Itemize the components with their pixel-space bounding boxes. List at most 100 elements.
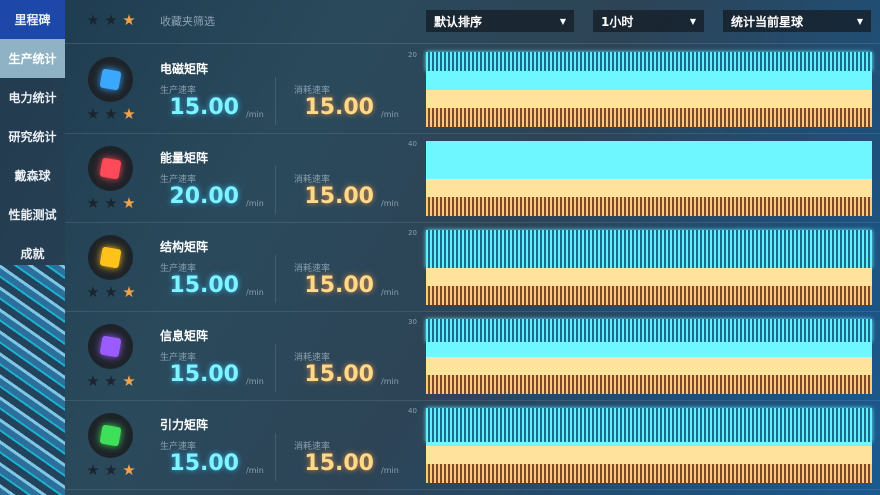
favorite-filter-stars: ★ ★ ★	[85, 12, 137, 28]
sidebar-item-performance[interactable]: 性能测试	[8, 208, 57, 222]
star-icon[interactable]: ★	[86, 194, 100, 212]
rate-chart	[426, 408, 872, 483]
consumption-unit: /min	[381, 199, 399, 208]
sidebar-item-milestones[interactable]: 里程碑	[0, 0, 65, 39]
favorite-stars: ★ ★ ★	[85, 373, 137, 389]
consumption-band	[426, 464, 872, 483]
star-icon[interactable]: ★	[122, 105, 136, 123]
matrix-cube-icon	[99, 424, 122, 447]
chart-y-max: 40	[408, 407, 417, 415]
consumption-band	[426, 445, 872, 465]
consumption-label: 消耗速率	[294, 264, 331, 274]
star-icon[interactable]: ★	[122, 11, 136, 29]
production-band	[426, 408, 872, 442]
star-icon[interactable]: ★	[104, 372, 118, 390]
production-band	[426, 141, 872, 179]
production-unit: /min	[246, 377, 264, 386]
production-unit: /min	[246, 110, 264, 119]
divider	[275, 255, 276, 303]
consumption-rate: 15.00	[304, 362, 374, 387]
item-row: ★ ★ ★ 信息矩阵 生产速率 15.00 /min 消耗速率 15.00 /min…	[65, 312, 880, 401]
header: ★ ★ ★ 收藏夹筛选 默认排序 ▼ 1小时 ▼ 统计当前星球 ▼	[65, 0, 880, 44]
factory-thumbnail	[0, 265, 65, 495]
production-label: 生产速率	[160, 264, 197, 274]
matrix-cube-icon	[99, 246, 122, 269]
chart-y-max: 20	[408, 229, 417, 237]
rate-chart	[426, 319, 872, 394]
consumption-label: 消耗速率	[294, 353, 331, 363]
production-band	[426, 52, 872, 71]
star-icon[interactable]: ★	[122, 194, 136, 212]
consumption-band	[426, 356, 872, 376]
production-band	[426, 70, 872, 90]
star-icon[interactable]: ★	[86, 283, 100, 301]
consumption-band	[426, 108, 872, 127]
consumption-rate: 15.00	[304, 184, 374, 209]
production-label: 生产速率	[160, 353, 197, 363]
star-icon[interactable]: ★	[86, 11, 100, 29]
scope-dropdown[interactable]: 统计当前星球 ▼	[723, 10, 871, 32]
production-band	[426, 341, 872, 357]
consumption-unit: /min	[381, 466, 399, 475]
consumption-label: 消耗速率	[294, 175, 331, 185]
star-icon[interactable]: ★	[122, 283, 136, 301]
consumption-unit: /min	[381, 288, 399, 297]
production-rate: 15.00	[169, 362, 239, 387]
production-rate: 15.00	[169, 273, 239, 298]
production-label: 生产速率	[160, 86, 197, 96]
chevron-down-icon: ▼	[856, 16, 863, 26]
item-name: 能量矩阵	[160, 151, 209, 165]
favorite-stars: ★ ★ ★	[85, 284, 137, 300]
matrix-cube-icon	[99, 157, 122, 180]
star-icon[interactable]: ★	[86, 372, 100, 390]
star-icon[interactable]: ★	[122, 372, 136, 390]
period-value: 1小时	[601, 14, 634, 29]
scope-value: 统计当前星球	[731, 14, 804, 29]
divider	[275, 77, 276, 125]
star-icon[interactable]: ★	[86, 105, 100, 123]
sidebar: 里程碑 生产统计 电力统计 研究统计 戴森球 性能测试 成就	[0, 0, 65, 495]
item-icon-frame	[88, 146, 133, 191]
production-unit: /min	[246, 466, 264, 475]
favorite-stars: ★ ★ ★	[85, 195, 137, 211]
production-unit: /min	[246, 199, 264, 208]
chart-y-max: 30	[408, 318, 417, 326]
sort-value: 默认排序	[434, 14, 483, 29]
star-icon[interactable]: ★	[122, 461, 136, 479]
consumption-band	[426, 89, 872, 109]
sidebar-item-production[interactable]: 生产统计	[0, 39, 65, 78]
rate-chart	[426, 230, 872, 305]
item-name: 信息矩阵	[160, 329, 209, 343]
period-dropdown[interactable]: 1小时 ▼	[593, 10, 704, 32]
sidebar-item-dyson-sphere[interactable]: 戴森球	[14, 169, 51, 183]
item-row: ★ ★ ★ 能量矩阵 生产速率 20.00 /min 消耗速率 15.00 /min…	[65, 134, 880, 223]
item-row: ★ ★ ★ 电磁矩阵 生产速率 15.00 /min 消耗速率 15.00 /min…	[65, 45, 880, 134]
production-rate: 15.00	[169, 95, 239, 120]
item-icon-frame	[88, 235, 133, 280]
consumption-band	[426, 375, 872, 394]
production-unit: /min	[246, 288, 264, 297]
star-icon[interactable]: ★	[104, 11, 118, 29]
divider	[275, 166, 276, 214]
sort-dropdown[interactable]: 默认排序 ▼	[426, 10, 574, 32]
sidebar-item-power[interactable]: 电力统计	[8, 91, 57, 105]
item-name: 引力矩阵	[160, 418, 209, 432]
consumption-label: 消耗速率	[294, 442, 331, 452]
item-icon-frame	[88, 324, 133, 369]
star-icon[interactable]: ★	[104, 461, 118, 479]
sidebar-item-achievements[interactable]: 成就	[20, 247, 45, 261]
item-row: ★ ★ ★ 引力矩阵 生产速率 15.00 /min 消耗速率 15.00 /min…	[65, 401, 880, 490]
favorite-stars: ★ ★ ★	[85, 462, 137, 478]
star-icon[interactable]: ★	[86, 461, 100, 479]
star-icon[interactable]: ★	[104, 105, 118, 123]
consumption-rate: 15.00	[304, 451, 374, 476]
production-label: 生产速率	[160, 442, 197, 452]
production-label: 生产速率	[160, 175, 197, 185]
favorite-stars: ★ ★ ★	[85, 106, 137, 122]
rate-chart	[426, 141, 872, 216]
star-icon[interactable]: ★	[104, 194, 118, 212]
item-icon-frame	[88, 57, 133, 102]
sidebar-item-research[interactable]: 研究统计	[8, 130, 57, 144]
star-icon[interactable]: ★	[104, 283, 118, 301]
consumption-band	[426, 197, 872, 216]
